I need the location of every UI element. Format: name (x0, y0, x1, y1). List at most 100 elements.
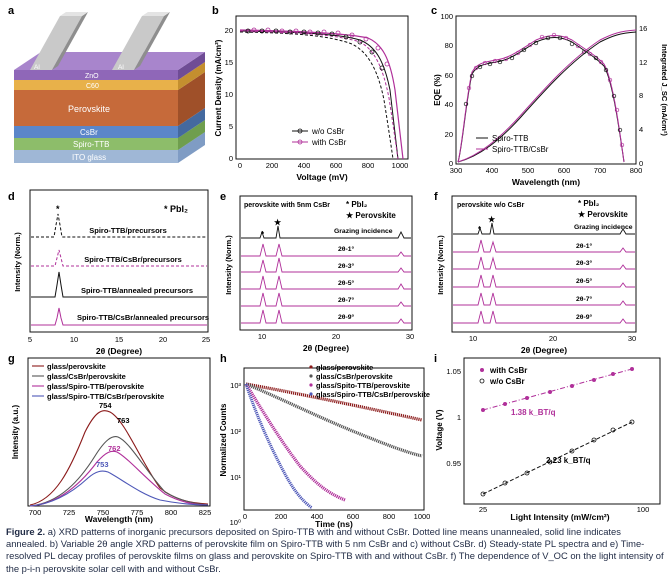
tick-b-x3: 600 (330, 161, 343, 170)
tick-i-y2: 0.95 (446, 459, 461, 468)
panel-d: d 5 10 15 20 25 2θ (Degree) Intensity (N… (8, 189, 210, 356)
axes-i (463, 357, 661, 505)
figure-caption: Figure 2. a) XRD patterns of inorganic p… (6, 526, 664, 575)
marker-d-pbi2: * PbI₂ (164, 204, 188, 214)
trace-f-7deg (453, 292, 635, 306)
tick-i-x1: 100 (637, 505, 650, 514)
peak-g-763: 763 (117, 416, 130, 425)
panel-letter-g: g (8, 353, 15, 365)
label-e-trace-0: Grazing incidence (334, 228, 393, 235)
title-e: perovskite with 5nm CsBr (244, 202, 330, 209)
tick-e-x2: 30 (406, 332, 414, 341)
tick-b-y0: 0 (229, 154, 233, 163)
peak-g-753: 753 (96, 460, 109, 469)
ylabel-b: Current Density (mA/cm²) (214, 39, 223, 136)
xlabel-d: 2θ (Degree) (96, 346, 142, 356)
tick-h-x5: 1000 (414, 512, 431, 521)
electrode-al-1 (30, 16, 82, 70)
xlabel-f: 2θ (Degree) (521, 345, 567, 355)
label-spiro-ttb: Spiro-TTB (73, 140, 109, 149)
xlabel-e: 2θ (Degree) (303, 343, 349, 353)
label-zno: ZnO (85, 73, 99, 80)
tick-d-x4: 25 (202, 335, 210, 344)
panel-letter-f: f (434, 191, 438, 203)
trace-d-spiro-annealed (31, 271, 207, 298)
tick-d-x3: 20 (159, 335, 167, 344)
trpl-glass-csbr-perovskite (245, 382, 423, 458)
tick-c-x1: 400 (486, 166, 499, 175)
trpl-glass-spiro-csbr-perovskite (244, 383, 313, 510)
tick-f-x2: 30 (628, 334, 636, 343)
legend-b-wo-csbr: w/o CsBr (311, 127, 345, 136)
ylabel-e: Intensity (Norm.) (224, 235, 233, 295)
fit-i-wo-csbr (482, 421, 633, 495)
xlabel-h: Time (ns) (315, 519, 353, 529)
xlabel-i: Light Intensity (mW/cm²) (510, 512, 609, 522)
axes-b (235, 15, 409, 160)
peak-star-e-perov: ★ (274, 218, 282, 227)
legend-e-pbi2: * PbI₂ (346, 200, 368, 209)
tick-i-y0: 1.05 (446, 367, 461, 376)
trpl-glass-perovskite (245, 382, 423, 422)
pl-glass-csbr-perovskite (29, 436, 209, 507)
peak-star-d: * (56, 204, 60, 214)
trace-e-9deg (241, 309, 411, 324)
tick-h-y0: 10³ (230, 381, 241, 390)
ylabel-i: Voltage (V) (435, 409, 444, 451)
tick-b-x4: 800 (362, 161, 375, 170)
tick-c-yr2: 8 (639, 91, 643, 100)
peak-star-f-perov: ★ (488, 215, 496, 224)
tick-b-y1: 5 (229, 122, 233, 131)
panel-i: i 25 100 1.05 1 0.95 Light Intensity (mW… (434, 353, 661, 522)
fit-i-with-csbr (482, 368, 633, 411)
tick-b-x0: 0 (238, 161, 242, 170)
legend-e-perovskite: ★ Perovskite (346, 211, 396, 220)
tick-c-yl5: 100 (440, 12, 453, 21)
tick-h-x0: 0 (243, 512, 247, 521)
layer-perovskite (14, 90, 178, 126)
tick-b-x2: 400 (298, 161, 311, 170)
tick-h-y3: 10⁰ (230, 518, 241, 527)
panel-letter-b: b (212, 5, 219, 17)
tick-c-x0: 300 (450, 166, 463, 175)
axes-c (455, 15, 637, 165)
panel-a: a Al Al ZnO C60 Perovskite CsBr Spiro (8, 5, 205, 163)
legend-i-wo-csbr: w/o CsBr (489, 377, 525, 386)
panel-g: g 700 725 750 775 800 825 Wavelength (nm… (8, 353, 211, 524)
tick-f-x0: 10 (469, 334, 477, 343)
label-c60: C60 (86, 83, 99, 90)
label-f-trace-3: 2θ-5° (576, 277, 592, 285)
caption-label: Figure 2. (6, 526, 46, 537)
tick-b-y2: 10 (225, 90, 233, 99)
panel-f: f perovskite w/o CsBr * PbI₂ ★ Perovskit… (434, 191, 637, 355)
tick-c-x4: 700 (594, 166, 607, 175)
layer-ito-glass (14, 150, 178, 163)
label-f-trace-2: 2θ-3° (576, 259, 592, 267)
trace-d-spiro-csbr-precursors (31, 249, 207, 267)
tick-c-yl0: 0 (449, 159, 453, 168)
legend-g-2: glass/Spiro-TTB/perovskite (47, 382, 144, 391)
tick-g-x5: 825 (199, 508, 212, 517)
label-ito-glass: ITO glass (72, 153, 106, 162)
tick-g-x4: 800 (165, 508, 178, 517)
tick-c-yr1: 4 (639, 125, 643, 134)
tick-c-yr4: 16 (639, 24, 647, 33)
panel-letter-e: e (220, 191, 226, 203)
xlabel-g: Wavelength (nm) (85, 514, 153, 524)
tick-b-x5: 1000 (392, 161, 409, 170)
jsc-curve-spiro-ttb (457, 31, 637, 163)
trace-f-grazing (453, 222, 635, 235)
label-e-trace-4: 2θ-7° (338, 296, 354, 304)
label-al-1: Al (34, 64, 40, 71)
tick-i-x0: 25 (479, 505, 487, 514)
tick-h-x3: 600 (347, 512, 360, 521)
tick-g-x1: 725 (63, 508, 76, 517)
trace-e-grazing (241, 225, 411, 239)
panel-letter-a: a (8, 5, 15, 17)
trace-f-9deg (453, 310, 635, 324)
trace-f-5deg (453, 274, 635, 288)
caption-text: a) XRD patterns of inorganic precursors … (6, 526, 664, 574)
axes-d (29, 189, 209, 333)
tick-c-yl2: 40 (445, 100, 453, 109)
